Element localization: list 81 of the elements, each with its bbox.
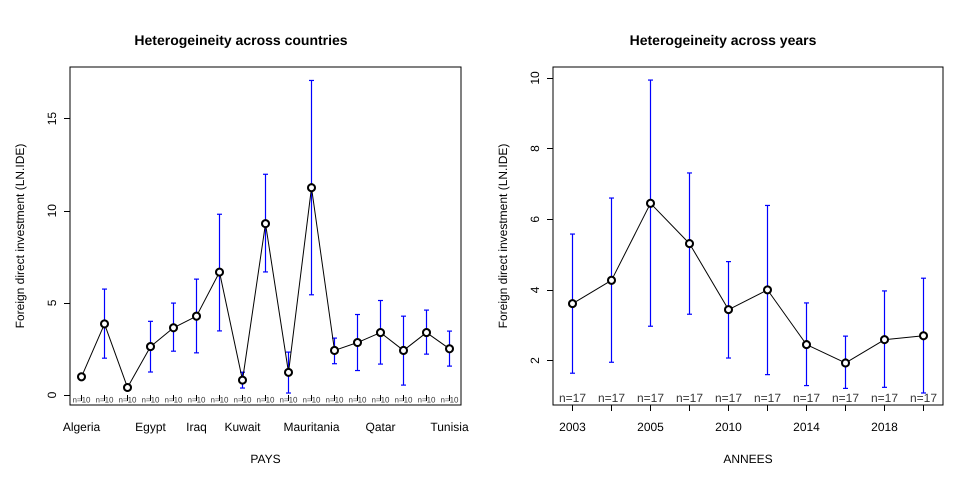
point xyxy=(685,239,694,248)
annotation: n=10 xyxy=(417,396,436,404)
annotation: n=17 xyxy=(910,391,938,405)
point xyxy=(146,342,155,352)
annotation: n=10 xyxy=(394,396,414,404)
annotation: n=10 xyxy=(279,396,298,404)
point xyxy=(169,323,178,332)
y-tick-label: 2 xyxy=(528,356,542,364)
x-tick-label: Tunisia xyxy=(430,420,469,434)
annotation: n=17 xyxy=(754,391,782,405)
y-tick-label: 4 xyxy=(528,286,542,294)
annotation: n=10 xyxy=(210,396,230,404)
point xyxy=(192,312,201,321)
x-tick-label: Algeria xyxy=(62,420,100,434)
annotation: n=10 xyxy=(141,396,160,404)
y-tick-label: 6 xyxy=(528,216,542,223)
point xyxy=(330,346,339,355)
annotation: n=10 xyxy=(371,396,390,404)
annotation: n=10 xyxy=(325,396,344,404)
annotation: n=10 xyxy=(164,396,184,404)
annotation: n=17 xyxy=(676,391,704,405)
annotation: n=10 xyxy=(440,396,460,404)
point xyxy=(399,346,408,355)
point xyxy=(763,285,772,294)
point xyxy=(841,358,850,368)
annotation: n=17 xyxy=(598,391,626,405)
chart-title: Heterogeineity across countries xyxy=(134,32,348,48)
point xyxy=(724,305,733,314)
annotation: n=17 xyxy=(714,391,742,405)
x-tick-label: 2010 xyxy=(715,420,742,434)
annotation: n=17 xyxy=(870,391,898,405)
x-tick-label: Egypt xyxy=(135,420,167,434)
x-tick-label: Kuwait xyxy=(224,420,262,434)
y-tick-label: 15 xyxy=(45,112,59,126)
x-tick-label: Qatar xyxy=(365,420,396,434)
x-tick-label: 2018 xyxy=(871,420,898,434)
y-tick-label: 10 xyxy=(45,204,59,218)
x-tick-label: 2005 xyxy=(637,420,664,434)
y-tick-label: 8 xyxy=(528,144,542,152)
annotation: n=10 xyxy=(256,396,276,404)
annotation: n=10 xyxy=(302,396,322,404)
x-axis-title: PAYS xyxy=(250,452,281,466)
point xyxy=(100,319,109,328)
y-axis-title: Foreign direct investment (LN.IDE) xyxy=(496,144,510,328)
x-tick-label: 2003 xyxy=(559,420,586,434)
point xyxy=(568,299,577,308)
x-axis-title: ANNEES xyxy=(723,452,773,466)
y-tick-label: 0 xyxy=(45,391,59,398)
annotation: n=10 xyxy=(348,396,368,404)
y-tick-label: 5 xyxy=(45,299,59,306)
annotation: n=10 xyxy=(72,396,92,404)
y-axis-title: Foreign direct investment (LN.IDE) xyxy=(13,144,27,328)
point xyxy=(802,340,811,350)
x-tick-label: Mauritania xyxy=(283,420,340,434)
annotation: n=17 xyxy=(832,391,860,405)
point xyxy=(919,331,928,340)
point xyxy=(422,328,431,338)
y-tick-label: 10 xyxy=(528,70,542,85)
point xyxy=(445,344,454,354)
annotation: n=10 xyxy=(118,396,138,404)
chart-title: Heterogeineity across years xyxy=(630,32,817,48)
annotation: n=17 xyxy=(792,391,820,405)
x-tick-label: Iraq xyxy=(186,420,207,434)
point xyxy=(376,328,385,338)
x-tick-label: 2014 xyxy=(793,420,820,434)
point xyxy=(238,376,247,385)
point xyxy=(353,338,362,348)
annotation: n=17 xyxy=(558,391,586,405)
point xyxy=(261,219,270,228)
annotation: n=10 xyxy=(187,396,206,404)
point xyxy=(215,268,224,277)
point xyxy=(307,183,316,192)
annotation: n=10 xyxy=(233,396,252,404)
annotation: n=17 xyxy=(636,391,664,405)
point xyxy=(880,335,889,344)
point xyxy=(284,368,293,377)
point xyxy=(646,198,655,208)
point xyxy=(77,372,86,382)
point xyxy=(607,276,616,285)
point xyxy=(123,382,132,392)
annotation: n=10 xyxy=(95,396,114,404)
